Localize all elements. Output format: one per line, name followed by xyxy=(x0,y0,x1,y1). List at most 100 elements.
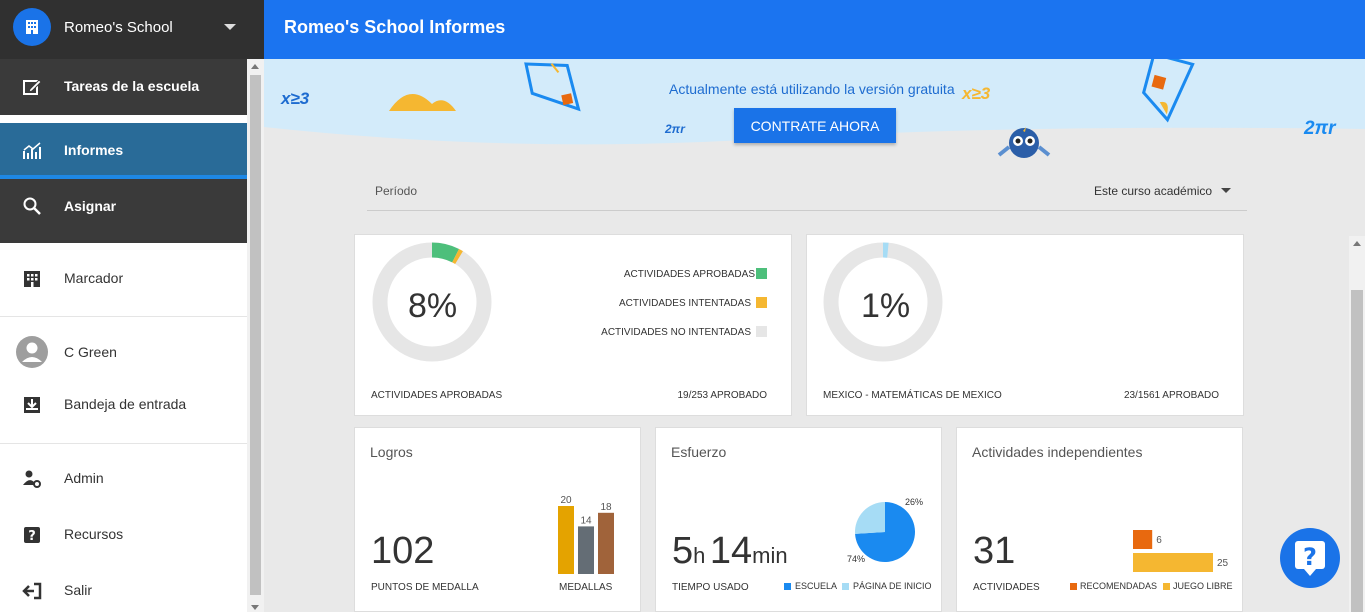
nav-informes[interactable]: Informes xyxy=(0,123,247,179)
independent-bar xyxy=(1133,530,1153,549)
legend-label: ACTIVIDADES INTENTADAS xyxy=(618,298,751,309)
edit-icon xyxy=(23,79,42,95)
medal-bar-label: 14 xyxy=(580,515,592,526)
divider xyxy=(367,210,1247,211)
logros-value-label: PUNTOS DE MEDALLA xyxy=(371,582,479,593)
time-used-label: TIEMPO USADO xyxy=(672,582,749,593)
active-indicator xyxy=(0,175,247,179)
nav-admin-label: Admin xyxy=(64,470,104,486)
page-title: Romeo's School Informes xyxy=(284,17,506,37)
chart-icon xyxy=(23,142,41,159)
nav-inbox-label: Bandeja de entrada xyxy=(64,396,187,412)
independent-bar-label: 25 xyxy=(1217,558,1229,569)
independent-bar xyxy=(1133,553,1213,572)
scroll-down-icon[interactable] xyxy=(251,605,259,610)
pie-label: 26% xyxy=(905,497,924,507)
activities-card: 8% ACTIVIDADES APROBADAS ACTIVIDADES INT… xyxy=(354,234,792,416)
nav-recursos-label: Recursos xyxy=(64,526,124,542)
chevron-down-icon[interactable] xyxy=(1221,188,1231,193)
minutes-unit: min xyxy=(752,543,788,568)
activities-donut xyxy=(372,242,492,362)
donut-segment-attempted xyxy=(452,248,463,265)
medals-label: MEDALLAS xyxy=(559,582,613,593)
logros-value: 102 xyxy=(371,530,435,572)
math-decoration: x≥3 xyxy=(281,89,310,108)
chevron-down-icon[interactable] xyxy=(224,24,236,30)
legend-swatch xyxy=(756,326,767,337)
nav-user[interactable]: C Green xyxy=(0,325,247,379)
independent-bar-label: 6 xyxy=(1156,535,1162,546)
sidebar-scrollbar-thumb[interactable] xyxy=(250,75,261,595)
nav-recursos[interactable]: ? Recursos xyxy=(0,508,247,562)
legend-swatch xyxy=(784,583,791,590)
activities-percent: 8% xyxy=(408,287,458,325)
course-footer-value: 23/1561 APROBADO xyxy=(1123,390,1219,401)
nav-salir[interactable]: Salir xyxy=(0,564,247,612)
nav-salir-label: Salir xyxy=(64,582,93,598)
nav-inbox[interactable]: Bandeja de entrada xyxy=(0,378,247,432)
period-select[interactable]: Este curso académico xyxy=(1094,184,1213,198)
independientes-card: Actividades independientes 31 ACTIVIDADE… xyxy=(956,427,1243,612)
course-donut xyxy=(823,242,943,362)
search-icon xyxy=(23,197,41,215)
nav-marcador[interactable]: Marcador xyxy=(0,252,247,306)
inbox-icon xyxy=(24,397,40,413)
pie-slice xyxy=(855,502,885,534)
legend-swatch xyxy=(1163,583,1170,590)
exit-icon xyxy=(22,582,42,600)
independent-bars: 6 25 xyxy=(1133,530,1229,572)
pie-label: 74% xyxy=(847,554,866,564)
scroll-up-icon[interactable] xyxy=(1353,241,1361,246)
hours-value: 5 xyxy=(672,530,694,572)
legend-label: RECOMENDADAS xyxy=(1080,581,1158,591)
legend-swatch xyxy=(842,583,849,590)
nav-tareas[interactable]: Tareas de la escuela xyxy=(0,59,247,115)
esfuerzo-title: Esfuerzo xyxy=(671,444,727,460)
math-decoration: 2πr xyxy=(665,122,685,136)
logros-title: Logros xyxy=(370,444,413,460)
logros-card: Logros 102 PUNTOS DE MEDALLA 20 14 18 MEDA… xyxy=(354,427,641,612)
nav-asignar[interactable]: Asignar xyxy=(0,179,247,243)
time-used-value: 5h 14min xyxy=(672,530,788,573)
independientes-title: Actividades independientes xyxy=(972,444,1143,460)
school-icon xyxy=(13,8,51,46)
legend-label: ESCUELA xyxy=(795,581,838,591)
question-icon: ? xyxy=(1295,541,1325,576)
banner-art xyxy=(264,59,1365,169)
nav-informes-label: Informes xyxy=(64,142,124,158)
medal-bar xyxy=(578,526,594,574)
legend-swatch xyxy=(756,297,767,308)
legend-label: JUEGO LIBRE xyxy=(1173,581,1233,591)
grid-icon xyxy=(24,271,40,287)
course-footer-label: MEXICO - MATEMÁTICAS DE MEXICO xyxy=(823,390,1002,401)
activities-footer-label: ACTIVIDADES APROBADAS xyxy=(371,390,503,401)
svg-text:?: ? xyxy=(28,529,36,544)
medal-bar-label: 18 xyxy=(600,502,612,513)
help-box-icon: ? xyxy=(24,527,40,544)
avatar-icon xyxy=(16,336,48,368)
math-decoration: 2πr xyxy=(1304,118,1336,139)
legend-label: PÁGINA DE INICIO xyxy=(853,581,932,591)
esfuerzo-card: Esfuerzo 5h 14min TIEMPO USADO 74% 26% E… xyxy=(655,427,942,612)
help-button[interactable]: ? xyxy=(1280,528,1340,588)
main-scrollbar-thumb[interactable] xyxy=(1351,290,1363,612)
promo-banner: x≥3 x≥3 2πr 2πr Actualmente está utiliza… xyxy=(264,59,1365,169)
nav-admin[interactable]: Admin xyxy=(0,452,247,506)
hours-unit: h xyxy=(693,543,706,568)
upgrade-button[interactable]: CONTRATE AHORA xyxy=(734,108,896,143)
medals-chart: 20 14 18 xyxy=(558,495,614,574)
user-gear-icon xyxy=(23,470,41,488)
sidebar: Romeo's School Tareas de la escuela Info… xyxy=(0,0,264,612)
nav-asignar-label: Asignar xyxy=(64,198,117,214)
nav-tareas-label: Tareas de la escuela xyxy=(64,78,200,94)
divider xyxy=(0,443,247,444)
divider xyxy=(0,316,247,317)
medal-bar-label: 20 xyxy=(560,495,572,506)
school-switcher[interactable]: Romeo's School xyxy=(0,0,264,59)
scroll-up-icon[interactable] xyxy=(251,64,259,69)
course-percent: 1% xyxy=(861,287,911,325)
legend-swatch xyxy=(756,268,767,279)
school-name: Romeo's School xyxy=(64,19,173,36)
independientes-value-label: ACTIVIDADES xyxy=(973,582,1040,593)
minutes-value: 14 xyxy=(709,530,753,572)
